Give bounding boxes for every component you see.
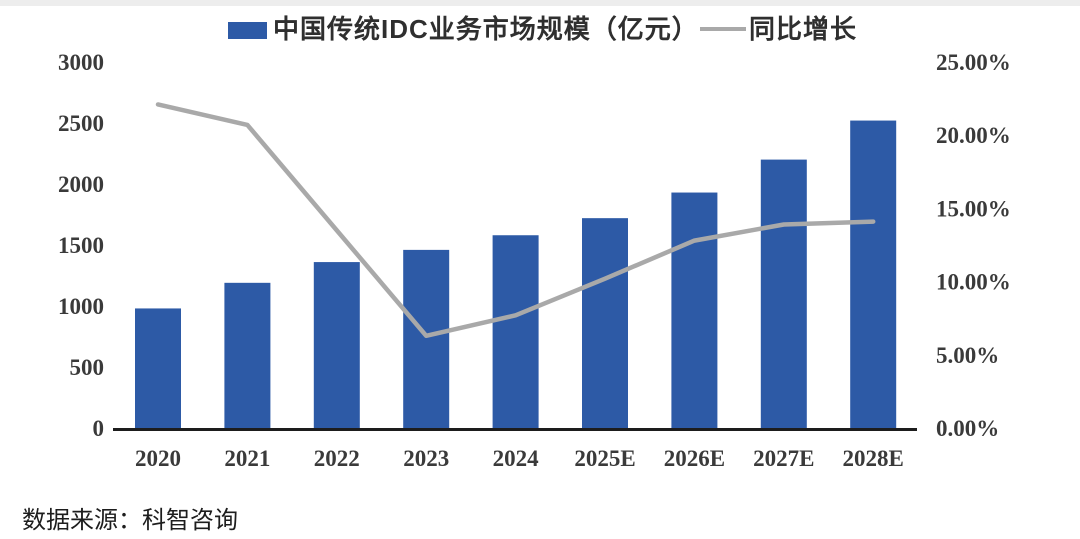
bar-2027E [760, 159, 807, 428]
bar-series-legend-label: 中国传统IDC业务市场规模（亿元） [273, 14, 699, 44]
right-axis-tick-label: 5.00% [936, 343, 999, 368]
x-axis-category-label: 2024 [493, 446, 540, 471]
left-axis-tick-label: 2500 [58, 111, 104, 136]
left-axis-tick-label: 1000 [58, 294, 104, 319]
x-axis-category-label: 2021 [224, 446, 270, 471]
right-axis-tick-label: 10.00% [936, 270, 1011, 295]
bar-2024 [492, 235, 539, 428]
x-axis-category-label: 2027E [753, 446, 814, 471]
bar-2026E [671, 192, 718, 428]
x-axis-category-label: 2020 [135, 446, 181, 471]
left-axis-tick-label: 1500 [58, 233, 104, 258]
left-axis-tick-label: 3000 [58, 50, 104, 75]
x-axis-category-label: 2026E [664, 446, 725, 471]
bar-2025E [582, 218, 628, 428]
left-axis-tick-label: 0 [93, 416, 105, 441]
x-axis-category-label: 2022 [314, 446, 360, 471]
bar-2021 [224, 282, 271, 428]
line-series-legend-label: 同比增长 [749, 14, 858, 44]
right-axis-tick-label: 25.00% [936, 50, 1011, 75]
bar-2020 [135, 308, 181, 428]
x-axis-category-label: 2023 [403, 446, 449, 471]
growth-line-series [155, 102, 876, 339]
bar-series-swatch-icon [228, 22, 267, 39]
right-axis-tick-label: 20.00% [936, 123, 1011, 148]
chart-legend: 中国传统IDC业务市场规模（亿元） 同比增长 [0, 0, 1080, 52]
data-source-note: 数据来源：科智咨询 [22, 508, 238, 534]
left-axis-tick-label: 500 [70, 355, 105, 380]
bar-2028E [850, 120, 897, 428]
x-axis-category-label: 2028E [843, 446, 904, 471]
line-series-swatch-icon [700, 27, 746, 31]
right-axis-tick-label: 0.00% [936, 416, 999, 441]
bar-2023 [403, 249, 450, 428]
top-border-strip [0, 0, 1080, 6]
bar-2022 [313, 262, 360, 428]
left-axis-tick-label: 2000 [58, 172, 104, 197]
right-axis-tick-label: 15.00% [936, 196, 1011, 221]
x-axis-category-label: 2025E [574, 446, 635, 471]
